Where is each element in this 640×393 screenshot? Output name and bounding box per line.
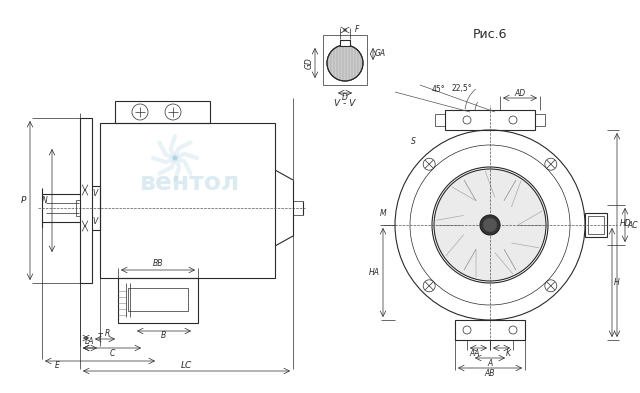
Text: 45°: 45° [431, 86, 445, 94]
Text: LC: LC [181, 360, 192, 369]
Bar [585, 213, 607, 237]
Bar [118, 278, 198, 323]
Bar [445, 110, 535, 130]
Text: Рис.6: Рис.6 [473, 29, 508, 42]
Text: AB: AB [484, 369, 495, 378]
Circle shape [480, 215, 500, 235]
Text: 22,5°: 22,5° [452, 83, 472, 92]
Text: V: V [92, 189, 98, 198]
Bar [115, 101, 210, 123]
Text: A: A [488, 358, 493, 367]
Text: LA: LA [85, 338, 95, 347]
Bar [435, 114, 445, 126]
Text: R: R [104, 329, 109, 338]
Circle shape [327, 45, 363, 81]
Circle shape [483, 218, 497, 232]
Bar [100, 123, 275, 278]
Text: BB: BB [153, 259, 163, 268]
Text: F: F [355, 24, 359, 33]
Text: B: B [161, 332, 166, 340]
Text: E: E [54, 362, 60, 371]
Text: C: C [109, 349, 115, 358]
Bar [340, 40, 350, 46]
Text: M: M [380, 209, 387, 217]
Bar [323, 35, 367, 85]
Text: GA: GA [374, 50, 385, 59]
Text: K: K [506, 349, 511, 358]
Text: S: S [411, 138, 415, 147]
Text: H: H [614, 278, 620, 287]
Circle shape [434, 169, 546, 281]
Text: V - V: V - V [334, 99, 356, 108]
Text: GD: GD [305, 57, 314, 69]
Text: N: N [42, 196, 48, 205]
Text: T: T [98, 332, 102, 342]
Text: AA: AA [470, 349, 480, 358]
Bar [455, 320, 525, 340]
Bar [80, 118, 92, 283]
Text: AC: AC [628, 220, 638, 230]
Text: AD: AD [515, 88, 525, 97]
Bar [535, 114, 545, 126]
Text: HA: HA [369, 268, 380, 277]
Text: вентол: вентол [140, 171, 240, 195]
Text: HD: HD [620, 219, 632, 228]
Text: D: D [342, 94, 348, 103]
Text: V: V [92, 217, 98, 226]
Bar [588, 216, 604, 234]
Text: P: P [20, 196, 26, 205]
Bar [128, 288, 188, 311]
